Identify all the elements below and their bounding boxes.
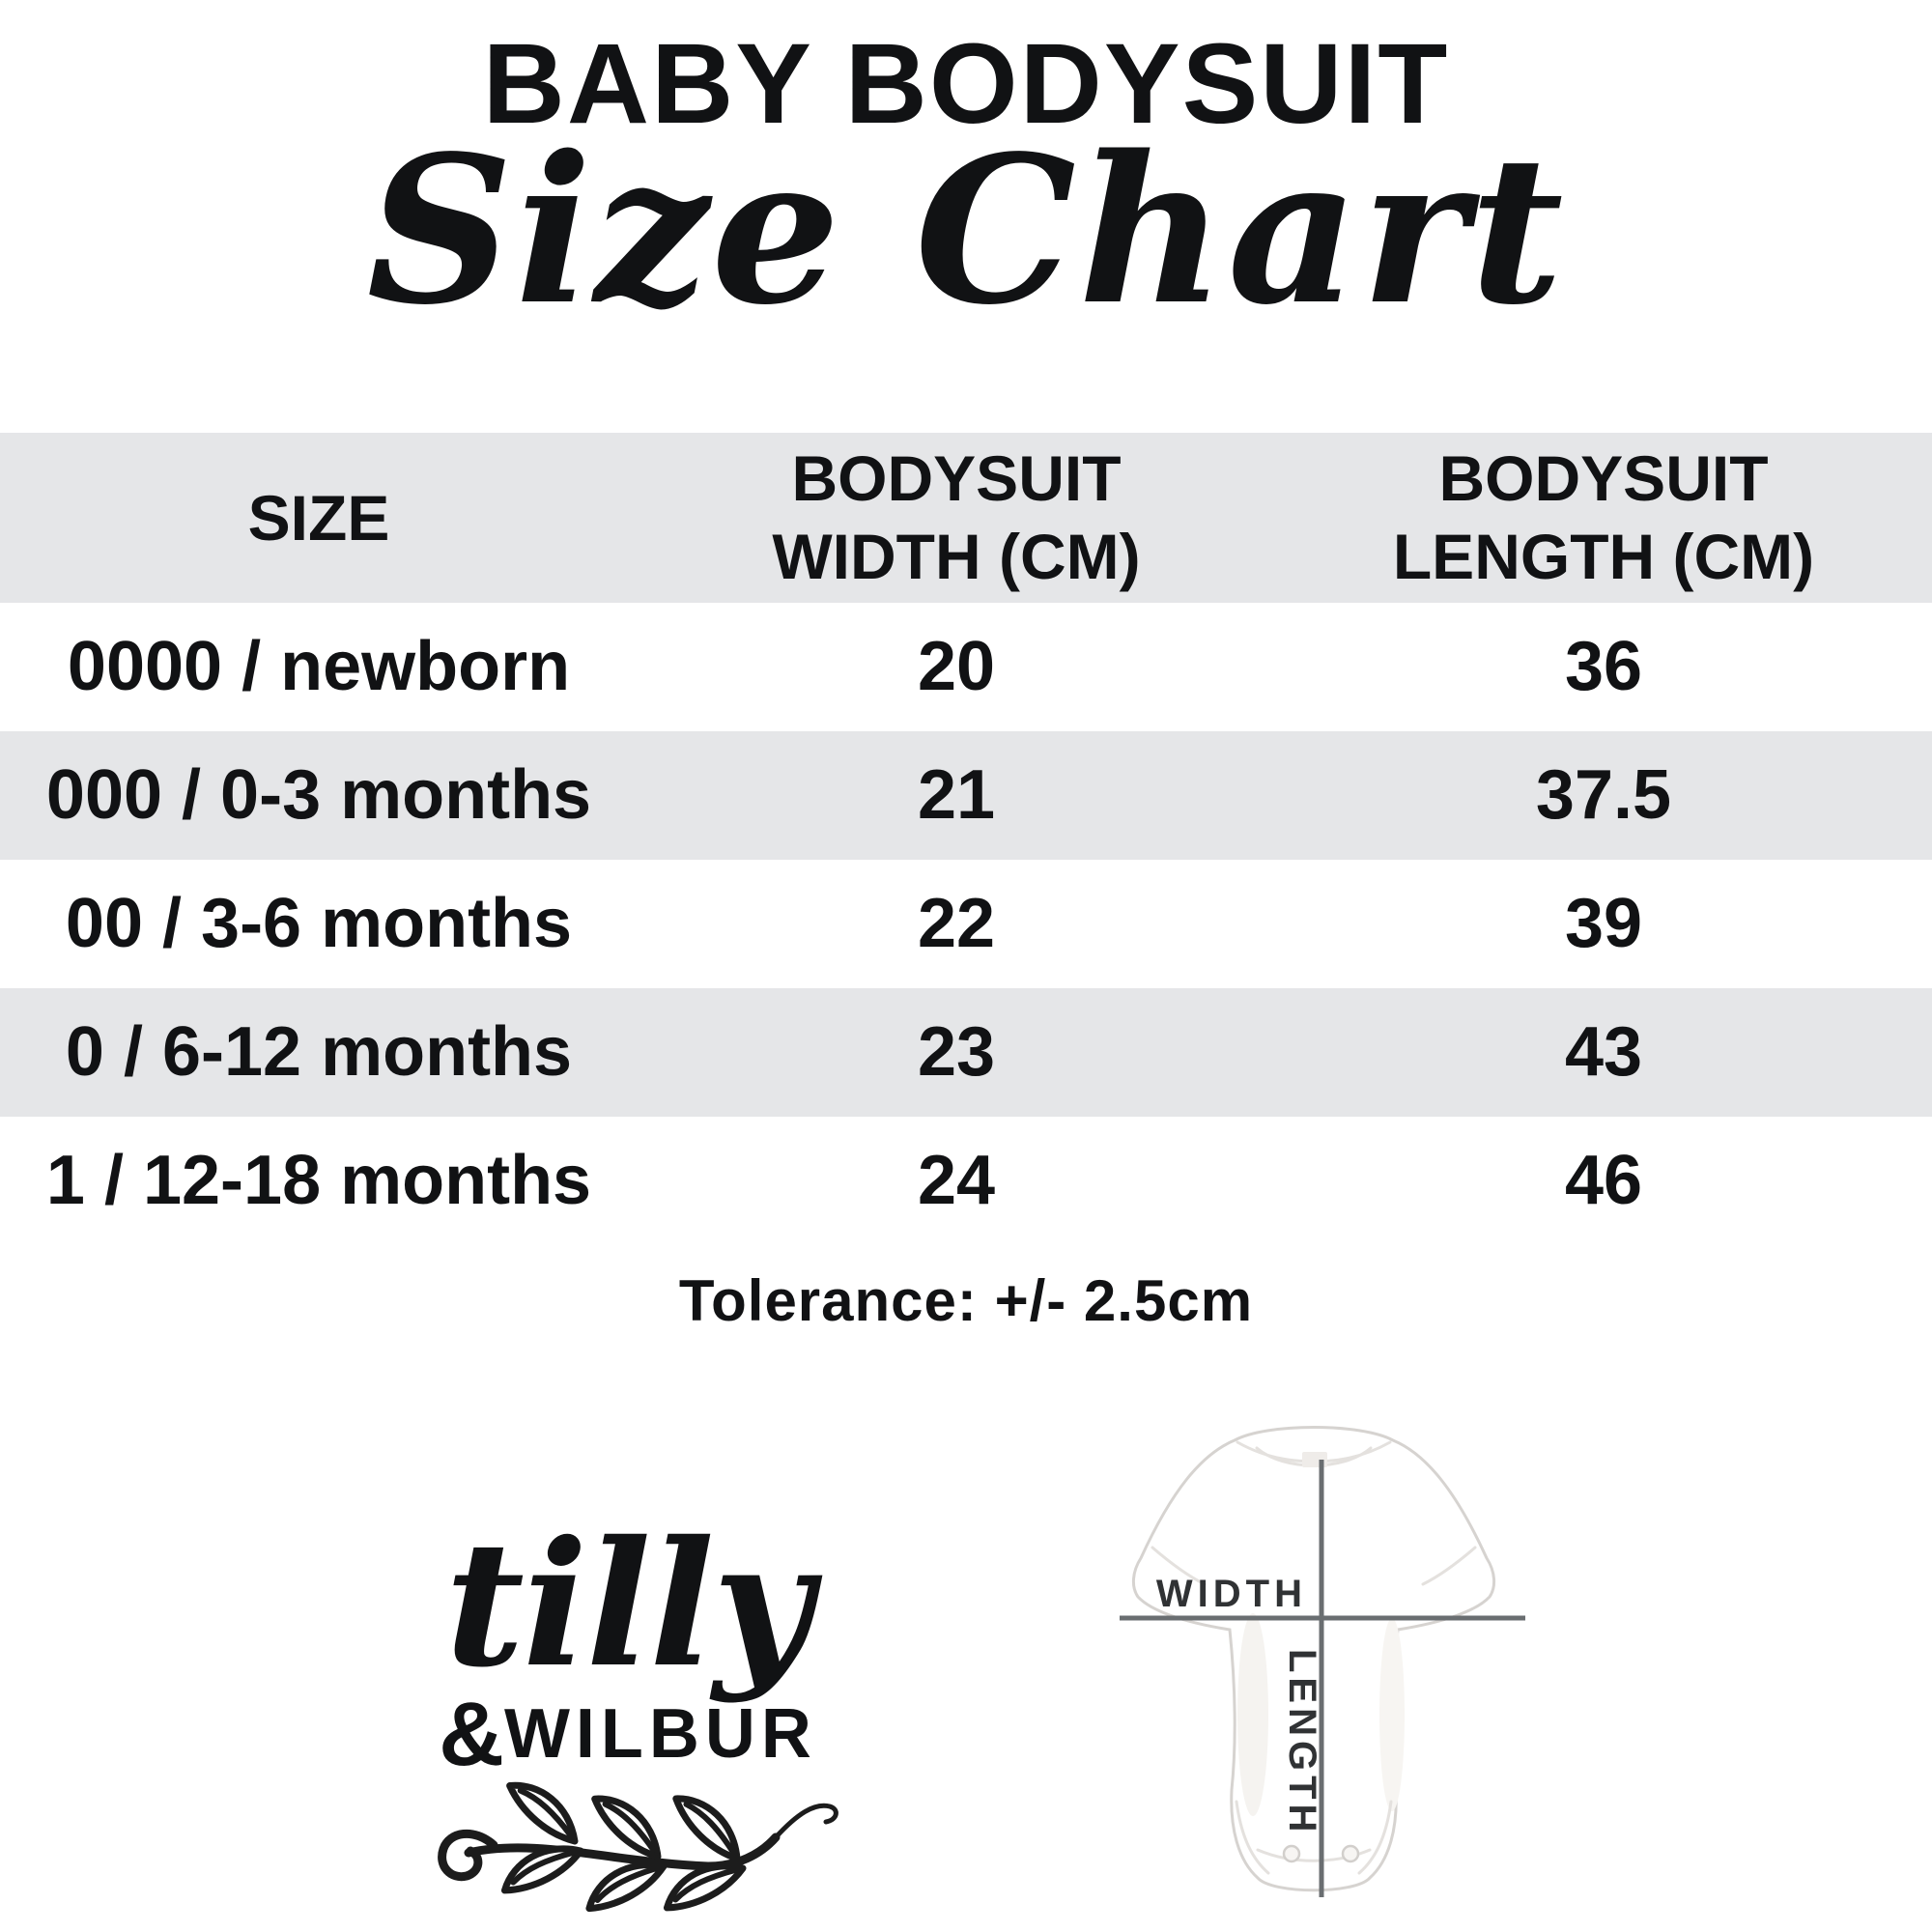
laurel-branch-icon [438, 1781, 838, 1932]
snap-button [1341, 1844, 1360, 1863]
table-header-row: SIZE BODYSUIT WIDTH (CM) BODYSUIT LENGTH… [0, 433, 1932, 603]
table-row: 1 / 12-18 months 24 46 [0, 1117, 1932, 1245]
page-title: BABY BODYSUIT [482, 20, 1450, 148]
shading-left [1237, 1613, 1268, 1816]
snap-button [1282, 1844, 1301, 1863]
cell-width-cm: 21 [917, 755, 996, 834]
brand-ampersand: & [439, 1683, 504, 1784]
cell-size: 0 / 6-12 months [65, 1012, 573, 1091]
cell-width-cm: 23 [917, 1012, 996, 1091]
brand-name-script: tilly [444, 1503, 813, 1705]
cell-width-cm: 20 [917, 627, 996, 705]
size-table: SIZE BODYSUIT WIDTH (CM) BODYSUIT LENGTH… [0, 433, 1932, 1245]
cell-length-cm: 36 [1564, 627, 1643, 705]
cell-size: 000 / 0-3 months [45, 755, 592, 834]
cell-length-cm: 37.5 [1535, 755, 1672, 834]
column-header-width: BODYSUIT WIDTH (CM) [772, 442, 1141, 592]
column-header-size: SIZE [247, 481, 390, 554]
table-row: 000 / 0-3 months 21 37.5 [0, 731, 1932, 860]
shading-right [1379, 1618, 1405, 1811]
width-label: WIDTH [1156, 1573, 1307, 1615]
cell-length-cm: 43 [1564, 1012, 1643, 1091]
table-row: 00 / 3-6 months 22 39 [0, 860, 1932, 988]
cell-size: 00 / 3-6 months [65, 884, 573, 962]
brand-logo: tilly &WILBUR [328, 1519, 927, 1932]
page-subtitle: Size Chart [366, 111, 1566, 350]
cell-length-cm: 39 [1564, 884, 1643, 962]
tolerance-note: Tolerance: +/- 2.5cm [678, 1268, 1254, 1333]
cell-size: 0000 / newborn [67, 627, 571, 705]
cell-width-cm: 24 [917, 1141, 996, 1219]
bodysuit-outline [1132, 1426, 1495, 1892]
table-row: 0 / 6-12 months 23 43 [0, 988, 1932, 1117]
column-header-length: BODYSUIT LENGTH (CM) [1392, 442, 1815, 592]
brand-name-secondary: WILBUR [503, 1695, 817, 1773]
cell-length-cm: 46 [1564, 1141, 1643, 1219]
table-row: 0000 / newborn 20 36 [0, 603, 1932, 731]
cell-width-cm: 22 [917, 884, 996, 962]
length-label: LENGTH [1281, 1649, 1323, 1836]
brand-name-secondary-line: &WILBUR [328, 1689, 927, 1779]
bodysuit-measurement-diagram: WIDTH LENGTH [1120, 1426, 1525, 1897]
cell-size: 1 / 12-18 months [45, 1141, 592, 1219]
